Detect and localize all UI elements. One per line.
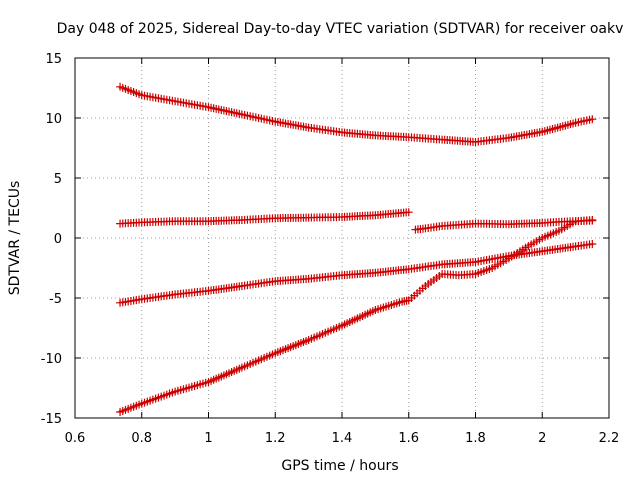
x-tick-labels: 0.6 0.8 1 1.2 1.4 1.6 1.8 2 2.2 <box>65 431 620 446</box>
series-track-3 <box>411 216 597 234</box>
y-axis-label: SDTVAR / TECUs <box>7 181 23 296</box>
x-tick-label: 1.8 <box>465 431 486 446</box>
x-tick-label: 2 <box>538 431 546 446</box>
x-tick-label: 2.2 <box>599 431 620 446</box>
y-tick-label: 5 <box>54 172 62 187</box>
data-point <box>588 115 597 124</box>
y-tick-label: -15 <box>41 412 62 427</box>
data-series <box>116 82 597 416</box>
data-point <box>404 208 413 217</box>
x-tick-label: 0.6 <box>65 431 86 446</box>
series-track-4 <box>116 240 597 307</box>
x-tick-label: 1.6 <box>398 431 419 446</box>
x-tick-label: 1.2 <box>265 431 286 446</box>
x-tick-label: 1 <box>204 431 212 446</box>
y-tick-label: 0 <box>54 232 62 247</box>
x-tick-label: 0.8 <box>131 431 152 446</box>
y-tick-labels: -15 -10 -5 0 5 10 15 <box>41 52 62 427</box>
y-tick-label: 15 <box>45 52 62 67</box>
x-axis-label: GPS time / hours <box>281 458 398 474</box>
data-point <box>588 240 597 248</box>
y-tick-label: 10 <box>45 112 62 127</box>
plot-frame <box>74 57 610 419</box>
series-track-1 <box>116 82 597 146</box>
series-track-2 <box>116 208 413 228</box>
grid-lines <box>75 58 609 418</box>
chart-title: Day 048 of 2025, Sidereal Day-to-day VTE… <box>57 21 624 37</box>
x-tick-label: 1.4 <box>332 431 353 446</box>
series-track-5 <box>116 216 597 416</box>
data-point <box>588 216 597 224</box>
y-tick-label: -5 <box>49 292 62 307</box>
y-tick-label: -10 <box>41 352 62 367</box>
